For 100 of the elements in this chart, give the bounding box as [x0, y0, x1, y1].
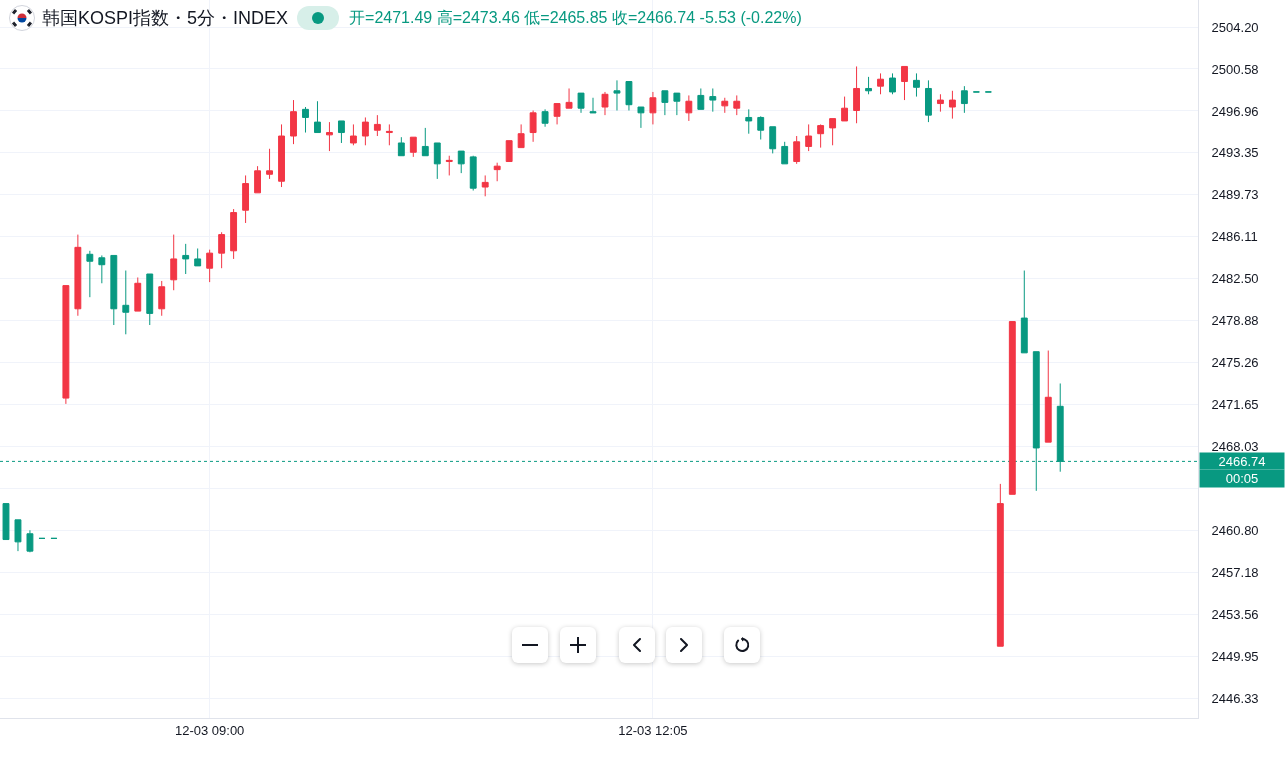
candlestick — [565, 87, 573, 109]
candlestick — [218, 231, 226, 269]
candlestick — [817, 123, 825, 149]
candlestick — [541, 108, 549, 128]
candlestick — [170, 234, 178, 291]
candlestick — [1020, 270, 1028, 354]
candlestick — [745, 108, 753, 135]
candlestick — [194, 247, 202, 267]
y-tick-label: 2489.73 — [1211, 187, 1259, 203]
candlestick — [613, 79, 621, 112]
y-tick-label: 2471.65 — [1211, 397, 1259, 412]
candlestick — [781, 141, 789, 165]
candlestick — [158, 280, 166, 317]
candlestick — [14, 519, 22, 552]
ref-line-label: 2466.74 — [1218, 453, 1266, 469]
candlestick — [996, 483, 1004, 647]
candlestick — [134, 276, 142, 312]
text: 韩国KOSPI指数・5分・INDEX — [42, 7, 289, 30]
candlestick — [589, 97, 597, 114]
y-tick-label: 2449.95 — [1211, 648, 1259, 664]
candlestick — [553, 103, 561, 125]
candlestick — [517, 123, 525, 149]
candlestick — [889, 72, 896, 95]
candlestick — [421, 127, 429, 157]
candlestick — [865, 76, 872, 95]
candlestick — [266, 148, 273, 180]
y-tick-label: 2493.35 — [1211, 145, 1259, 161]
candlestick — [445, 155, 453, 176]
y-tick-label: 2478.88 — [1211, 313, 1259, 329]
candlestick — [326, 121, 333, 152]
candlestick — [290, 99, 297, 145]
x-tick-label: 12-03 09:00 — [174, 722, 245, 738]
y-tick-label: 2482.50 — [1211, 271, 1259, 287]
x-tick-label: 12-03 12:05 — [618, 722, 688, 738]
candlestick — [337, 120, 345, 144]
candlestick — [793, 135, 801, 165]
reset-button[interactable] — [724, 627, 760, 663]
candlestick — [901, 65, 908, 101]
scroll-left-button[interactable] — [619, 627, 655, 663]
candlestick — [481, 174, 489, 197]
candlestick — [457, 150, 465, 174]
candlestick — [601, 91, 609, 116]
y-tick-label: 2446.33 — [1211, 690, 1259, 706]
candlestick — [529, 110, 537, 143]
text: 00:05 — [1225, 471, 1259, 486]
candlestick — [86, 250, 94, 298]
candlestick — [361, 116, 369, 146]
scroll-right-button[interactable] — [666, 627, 702, 663]
candlestick — [373, 114, 381, 137]
candlestick — [469, 155, 477, 192]
candlestick — [960, 85, 968, 114]
candlestick — [397, 136, 405, 157]
candlestick — [661, 90, 669, 116]
candlestick — [110, 254, 118, 326]
y-tick-label: 2453.56 — [1211, 606, 1259, 622]
y-tick-label: 2457.18 — [1211, 564, 1259, 580]
zoom-out-button[interactable] — [512, 627, 548, 663]
candlestick — [242, 174, 250, 224]
candlestick — [278, 123, 285, 188]
candlestick — [2, 503, 10, 541]
y-tick-label: 2460.80 — [1211, 522, 1259, 538]
candlestick — [697, 87, 705, 110]
candlestick — [877, 72, 884, 95]
candlestick — [314, 100, 321, 134]
candlestick — [122, 270, 130, 335]
candlestick — [649, 91, 657, 125]
candlestick — [505, 140, 513, 163]
candlestick — [936, 93, 944, 113]
candlestick — [74, 234, 82, 317]
candlestick — [673, 92, 681, 116]
candlestick — [625, 81, 633, 112]
candlestick — [577, 92, 585, 114]
candlestick — [493, 162, 501, 182]
candlestick — [26, 529, 34, 553]
candlestick — [302, 106, 309, 134]
y-tick-label: 2486.11 — [1211, 229, 1258, 245]
candlestick — [829, 118, 837, 146]
candlestick — [948, 90, 956, 120]
y-tick-label: 2475.26 — [1211, 355, 1259, 371]
candlestick — [433, 142, 441, 180]
candlestick — [409, 136, 417, 158]
candlestick — [913, 72, 920, 98]
candlestick — [853, 65, 861, 124]
candlestick — [1044, 350, 1052, 443]
candlestick — [182, 243, 190, 275]
candlestick — [805, 123, 813, 152]
candlestick — [757, 115, 765, 140]
candlestick — [709, 87, 717, 113]
candlestick — [230, 208, 238, 260]
zoom-in-button[interactable] — [560, 627, 596, 663]
candlestick — [349, 123, 357, 146]
candlestick — [721, 97, 729, 114]
candlestick — [841, 96, 849, 122]
candlestick — [206, 249, 214, 283]
candlestick — [98, 254, 106, 284]
candlestick — [146, 273, 154, 326]
candlestick — [385, 123, 393, 146]
candlestick — [254, 165, 262, 194]
candlestick — [685, 94, 693, 122]
y-tick-label: 2500.58 — [1211, 61, 1259, 77]
